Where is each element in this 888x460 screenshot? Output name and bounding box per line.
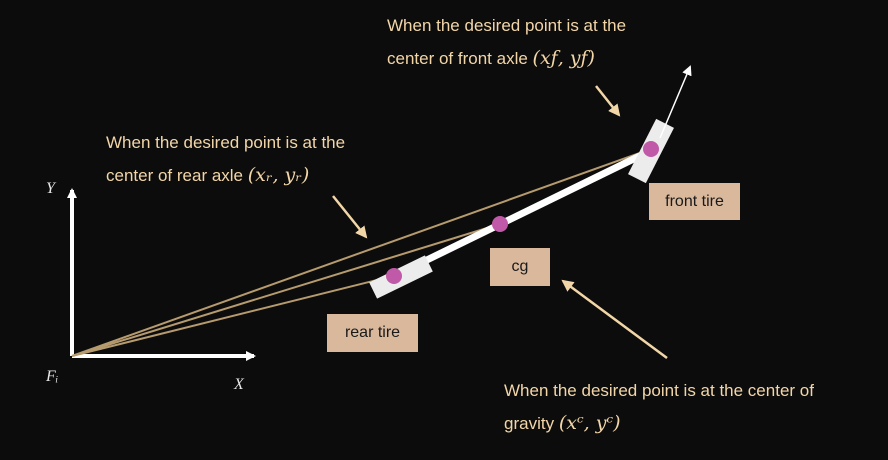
- rear-callout-arrow: [332, 195, 368, 239]
- front-tire-label: front tire: [649, 183, 740, 220]
- ray-to-front-axle: [71, 148, 652, 357]
- heading-arrow: [659, 65, 692, 139]
- front-axle-annotation: When the desired point is at the center …: [387, 16, 627, 69]
- x-axis-label: X: [233, 376, 245, 393]
- cg-point: [492, 216, 508, 232]
- rear-tire-label: rear tire: [327, 314, 418, 352]
- rear-axle-annotation: When the desired point is at the center …: [106, 133, 346, 186]
- front-axle-point: [643, 141, 659, 157]
- cg-label: cg: [490, 248, 550, 286]
- y-axis-label: Y: [46, 180, 57, 197]
- vehicle-body: [388, 146, 654, 282]
- ray-to-cg: [71, 223, 501, 357]
- front-callout-arrow: [595, 85, 621, 117]
- cg-callout-arrow: [561, 279, 668, 360]
- rear-axle-point: [386, 268, 402, 284]
- ray-to-rear-axle: [71, 275, 394, 357]
- origin-label: Fᵢ: [45, 368, 58, 385]
- cg-annotation: When the desired point is at the center …: [504, 381, 814, 434]
